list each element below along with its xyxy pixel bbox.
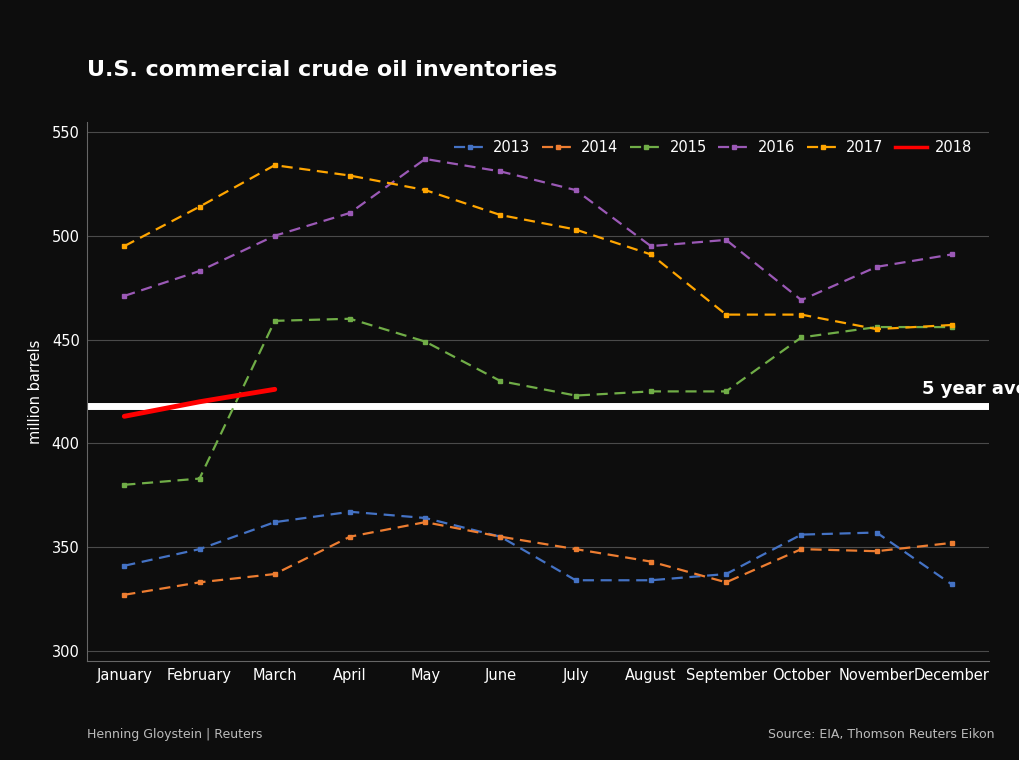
Text: Source: EIA, Thomson Reuters Eikon: Source: EIA, Thomson Reuters Eikon — [767, 728, 994, 741]
Y-axis label: million barrels: million barrels — [29, 339, 44, 444]
Text: 5 year average: 5 year average — [921, 380, 1019, 397]
Text: U.S. commercial crude oil inventories: U.S. commercial crude oil inventories — [87, 60, 556, 80]
Legend: 2013, 2014, 2015, 2016, 2017, 2018: 2013, 2014, 2015, 2016, 2017, 2018 — [447, 135, 976, 161]
Text: Henning Gloystein | Reuters: Henning Gloystein | Reuters — [87, 728, 262, 741]
